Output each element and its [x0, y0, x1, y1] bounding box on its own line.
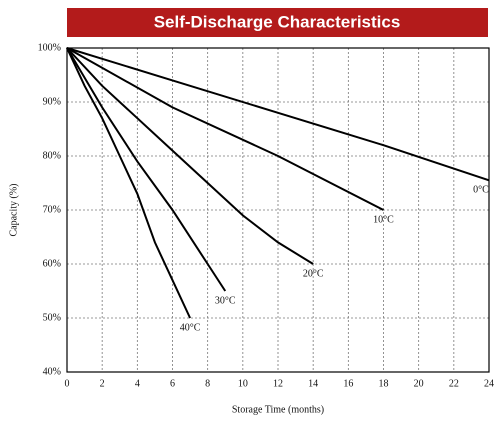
series-label: 20°C	[303, 268, 324, 279]
x-tick-label: 0	[65, 378, 70, 389]
series-line	[66, 47, 227, 292]
series-line	[66, 47, 314, 265]
x-tick-label: 4	[135, 378, 140, 389]
y-axis-label: Capacity (%)	[8, 183, 19, 236]
plot-frame	[66, 47, 490, 373]
x-tick-label: 12	[273, 378, 283, 389]
y-tick-label: 90%	[43, 96, 61, 107]
y-tick-label: 100%	[38, 42, 61, 53]
y-tick-label: 40%	[43, 366, 61, 377]
x-tick-label: 2	[100, 378, 105, 389]
x-axis-label: Storage Time (months)	[232, 404, 324, 415]
y-tick-label: 60%	[43, 258, 61, 269]
x-tick-label: 22	[449, 378, 459, 389]
x-tick-label: 20	[414, 378, 424, 389]
x-tick-label: 24	[484, 378, 494, 389]
series-label: 10°C	[373, 214, 394, 225]
x-tick-label: 14	[308, 378, 318, 389]
x-tick-label: 10	[238, 378, 248, 389]
series-line	[66, 47, 384, 211]
x-tick-label: 8	[205, 378, 210, 389]
series-label: 40°C	[180, 322, 201, 333]
y-tick-label: 50%	[43, 312, 61, 323]
x-tick-label: 6	[170, 378, 175, 389]
y-tick-label: 80%	[43, 150, 61, 161]
title-bar	[67, 8, 488, 37]
series-line	[66, 47, 490, 182]
y-tick-label: 70%	[43, 204, 61, 215]
x-tick-label: 16	[343, 378, 353, 389]
series-label: 30°C	[215, 295, 236, 306]
chart-title: Self-Discharge Characteristics	[154, 12, 401, 31]
series-line	[66, 47, 191, 319]
series-label: 0°C	[473, 185, 489, 196]
x-tick-label: 18	[379, 378, 389, 389]
